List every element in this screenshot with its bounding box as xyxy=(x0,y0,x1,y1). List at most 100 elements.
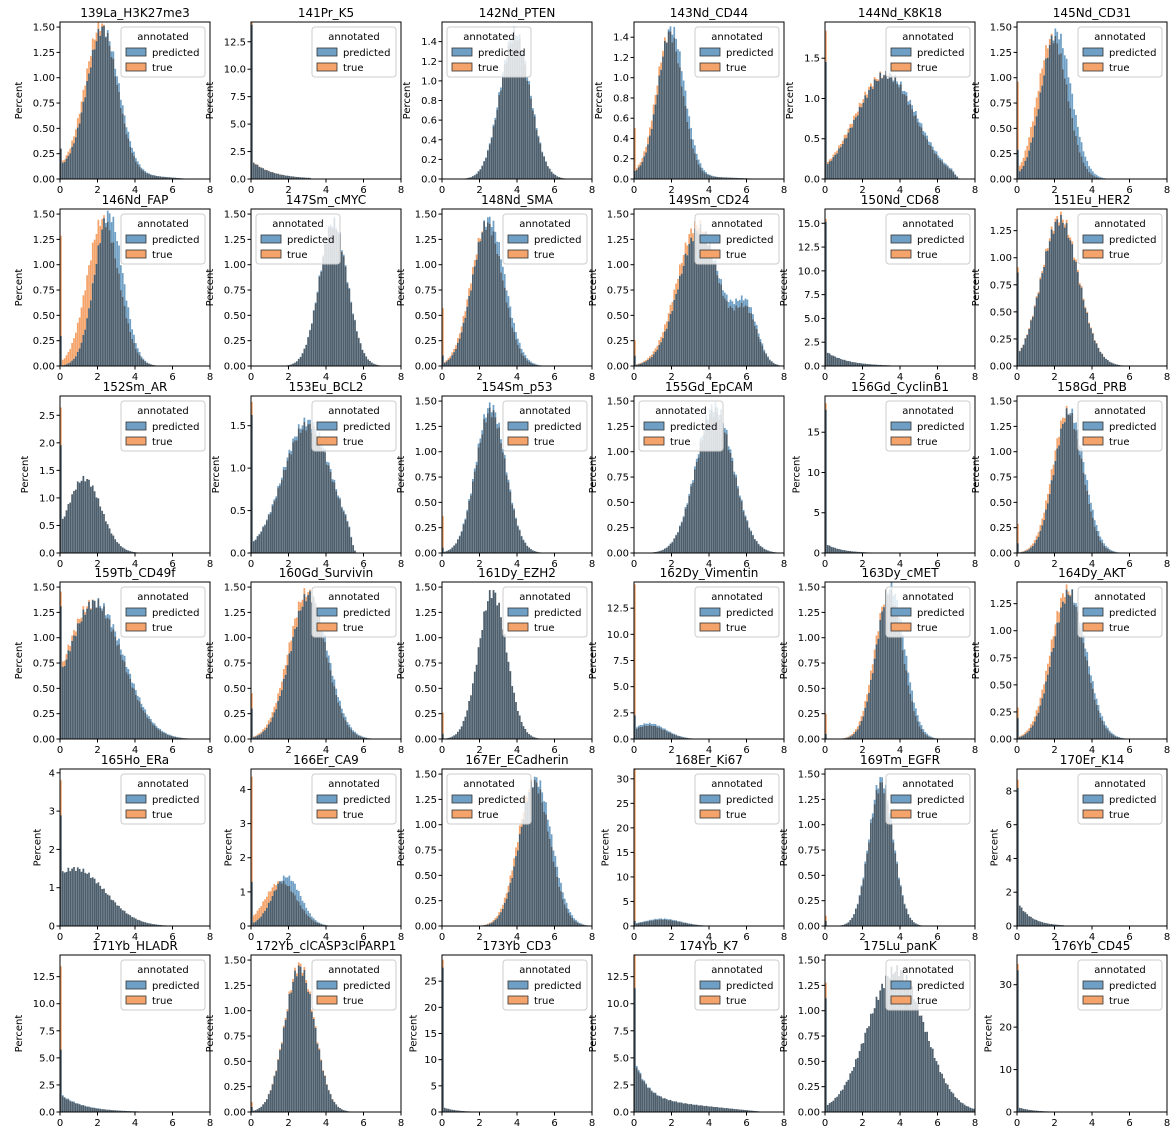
bar-excess xyxy=(900,885,902,887)
bar-overlap xyxy=(449,737,452,739)
bar-excess xyxy=(541,792,544,803)
y-tick-label: 1.00 xyxy=(33,73,55,84)
bar-overlap xyxy=(494,119,497,179)
y-tick-label: 0.75 xyxy=(990,99,1012,110)
legend-label-true: true xyxy=(534,250,555,261)
bar-overlap xyxy=(125,672,128,739)
bar-overlap xyxy=(667,321,670,366)
bar-overlap xyxy=(458,338,461,366)
bar-excess xyxy=(755,324,758,329)
bar-overlap xyxy=(481,232,484,366)
bar-overlap xyxy=(288,653,291,739)
bar-excess xyxy=(548,826,551,839)
bar-excess xyxy=(105,223,107,228)
bar-overlap xyxy=(834,1097,837,1112)
bar-excess xyxy=(503,897,506,903)
bar-overlap xyxy=(1067,101,1070,179)
bar-excess xyxy=(95,32,98,42)
bar-overlap xyxy=(722,295,724,366)
bar-excess xyxy=(662,728,664,730)
y-tick-label: 0.50 xyxy=(990,680,1012,691)
x-tick-label: 8 xyxy=(207,559,213,570)
bar-overlap xyxy=(294,176,296,179)
y-tick-label: 0.0 xyxy=(230,175,246,186)
bar-overlap xyxy=(645,361,647,366)
bar-overlap xyxy=(307,424,309,553)
bar-overlap xyxy=(65,659,68,739)
x-tick-label: 0 xyxy=(631,559,637,570)
y-tick-label: 0.50 xyxy=(798,1057,820,1068)
bar-overlap xyxy=(320,448,323,553)
bar-excess xyxy=(539,142,542,144)
bar-overlap xyxy=(264,169,266,179)
bar-excess xyxy=(909,682,912,694)
bar-excess xyxy=(1112,733,1115,736)
bar-overlap xyxy=(692,482,694,553)
bar-overlap xyxy=(269,722,272,739)
y-axis-label: Percent xyxy=(408,1015,419,1053)
bar-overlap xyxy=(918,126,921,179)
bar-excess xyxy=(135,343,137,349)
bar-overlap xyxy=(110,57,113,180)
bar-excess xyxy=(684,507,687,509)
y-tick-label: 0.00 xyxy=(607,549,629,560)
x-tick-label: 8 xyxy=(781,745,787,756)
x-tick-label: 2 xyxy=(1051,1118,1057,1129)
y-tick-label: 12.5 xyxy=(798,243,820,254)
bar-overlap xyxy=(652,354,655,366)
bar-overlap xyxy=(67,1099,70,1112)
bar-overlap xyxy=(488,223,491,366)
bar-overlap xyxy=(281,174,283,179)
bar-excess xyxy=(535,364,538,365)
y-tick-label: 5.0 xyxy=(613,682,629,693)
bar-overlap xyxy=(701,440,704,553)
bar-excess xyxy=(354,731,356,734)
legend-swatch-true xyxy=(260,249,282,259)
bar-excess xyxy=(88,265,90,309)
bar-overlap xyxy=(284,884,287,926)
bar-overlap xyxy=(114,636,117,739)
legend-swatch-predicted xyxy=(316,421,338,431)
bar-overlap xyxy=(372,363,375,366)
bar-overlap xyxy=(658,1096,661,1112)
bar-overlap xyxy=(832,1100,835,1112)
bar-excess xyxy=(346,282,349,284)
bar-excess xyxy=(750,307,752,314)
bar-overlap xyxy=(341,1109,343,1112)
bar-overlap xyxy=(309,177,311,179)
bar-excess xyxy=(705,172,707,174)
bar-overlap xyxy=(505,475,508,553)
y-tick-label: 0 xyxy=(1006,922,1012,933)
bar-overlap xyxy=(494,417,497,553)
bar-overlap xyxy=(870,679,872,739)
bar-overlap xyxy=(769,360,771,366)
legend-label-true: true xyxy=(534,623,555,634)
legend-title: annotated xyxy=(902,406,953,417)
bar-excess xyxy=(679,525,681,527)
bar-excess xyxy=(101,23,103,27)
bar-overlap xyxy=(697,164,700,179)
bar-excess xyxy=(445,360,448,362)
subplot-title: 168Er_Ki67 xyxy=(675,753,743,767)
bar-overlap xyxy=(729,452,732,553)
bar-overlap xyxy=(520,353,523,366)
x-tick-label: 8 xyxy=(589,745,595,756)
bar-overlap xyxy=(843,1085,846,1112)
bar-overlap xyxy=(1069,415,1072,553)
bar-overlap xyxy=(460,1110,463,1112)
x-tick-label: 6 xyxy=(1126,559,1132,570)
bar-overlap xyxy=(537,137,540,179)
legend-title: annotated xyxy=(137,32,188,43)
bar-overlap xyxy=(455,1110,457,1112)
bar-overlap xyxy=(1058,445,1060,553)
bar-excess xyxy=(110,222,113,243)
bar-overlap xyxy=(123,305,126,366)
bar-overlap xyxy=(316,922,319,926)
bar-overlap xyxy=(1084,484,1087,553)
bar-overlap xyxy=(363,353,366,366)
bar-overlap xyxy=(515,518,517,553)
bar-overlap xyxy=(470,695,472,739)
